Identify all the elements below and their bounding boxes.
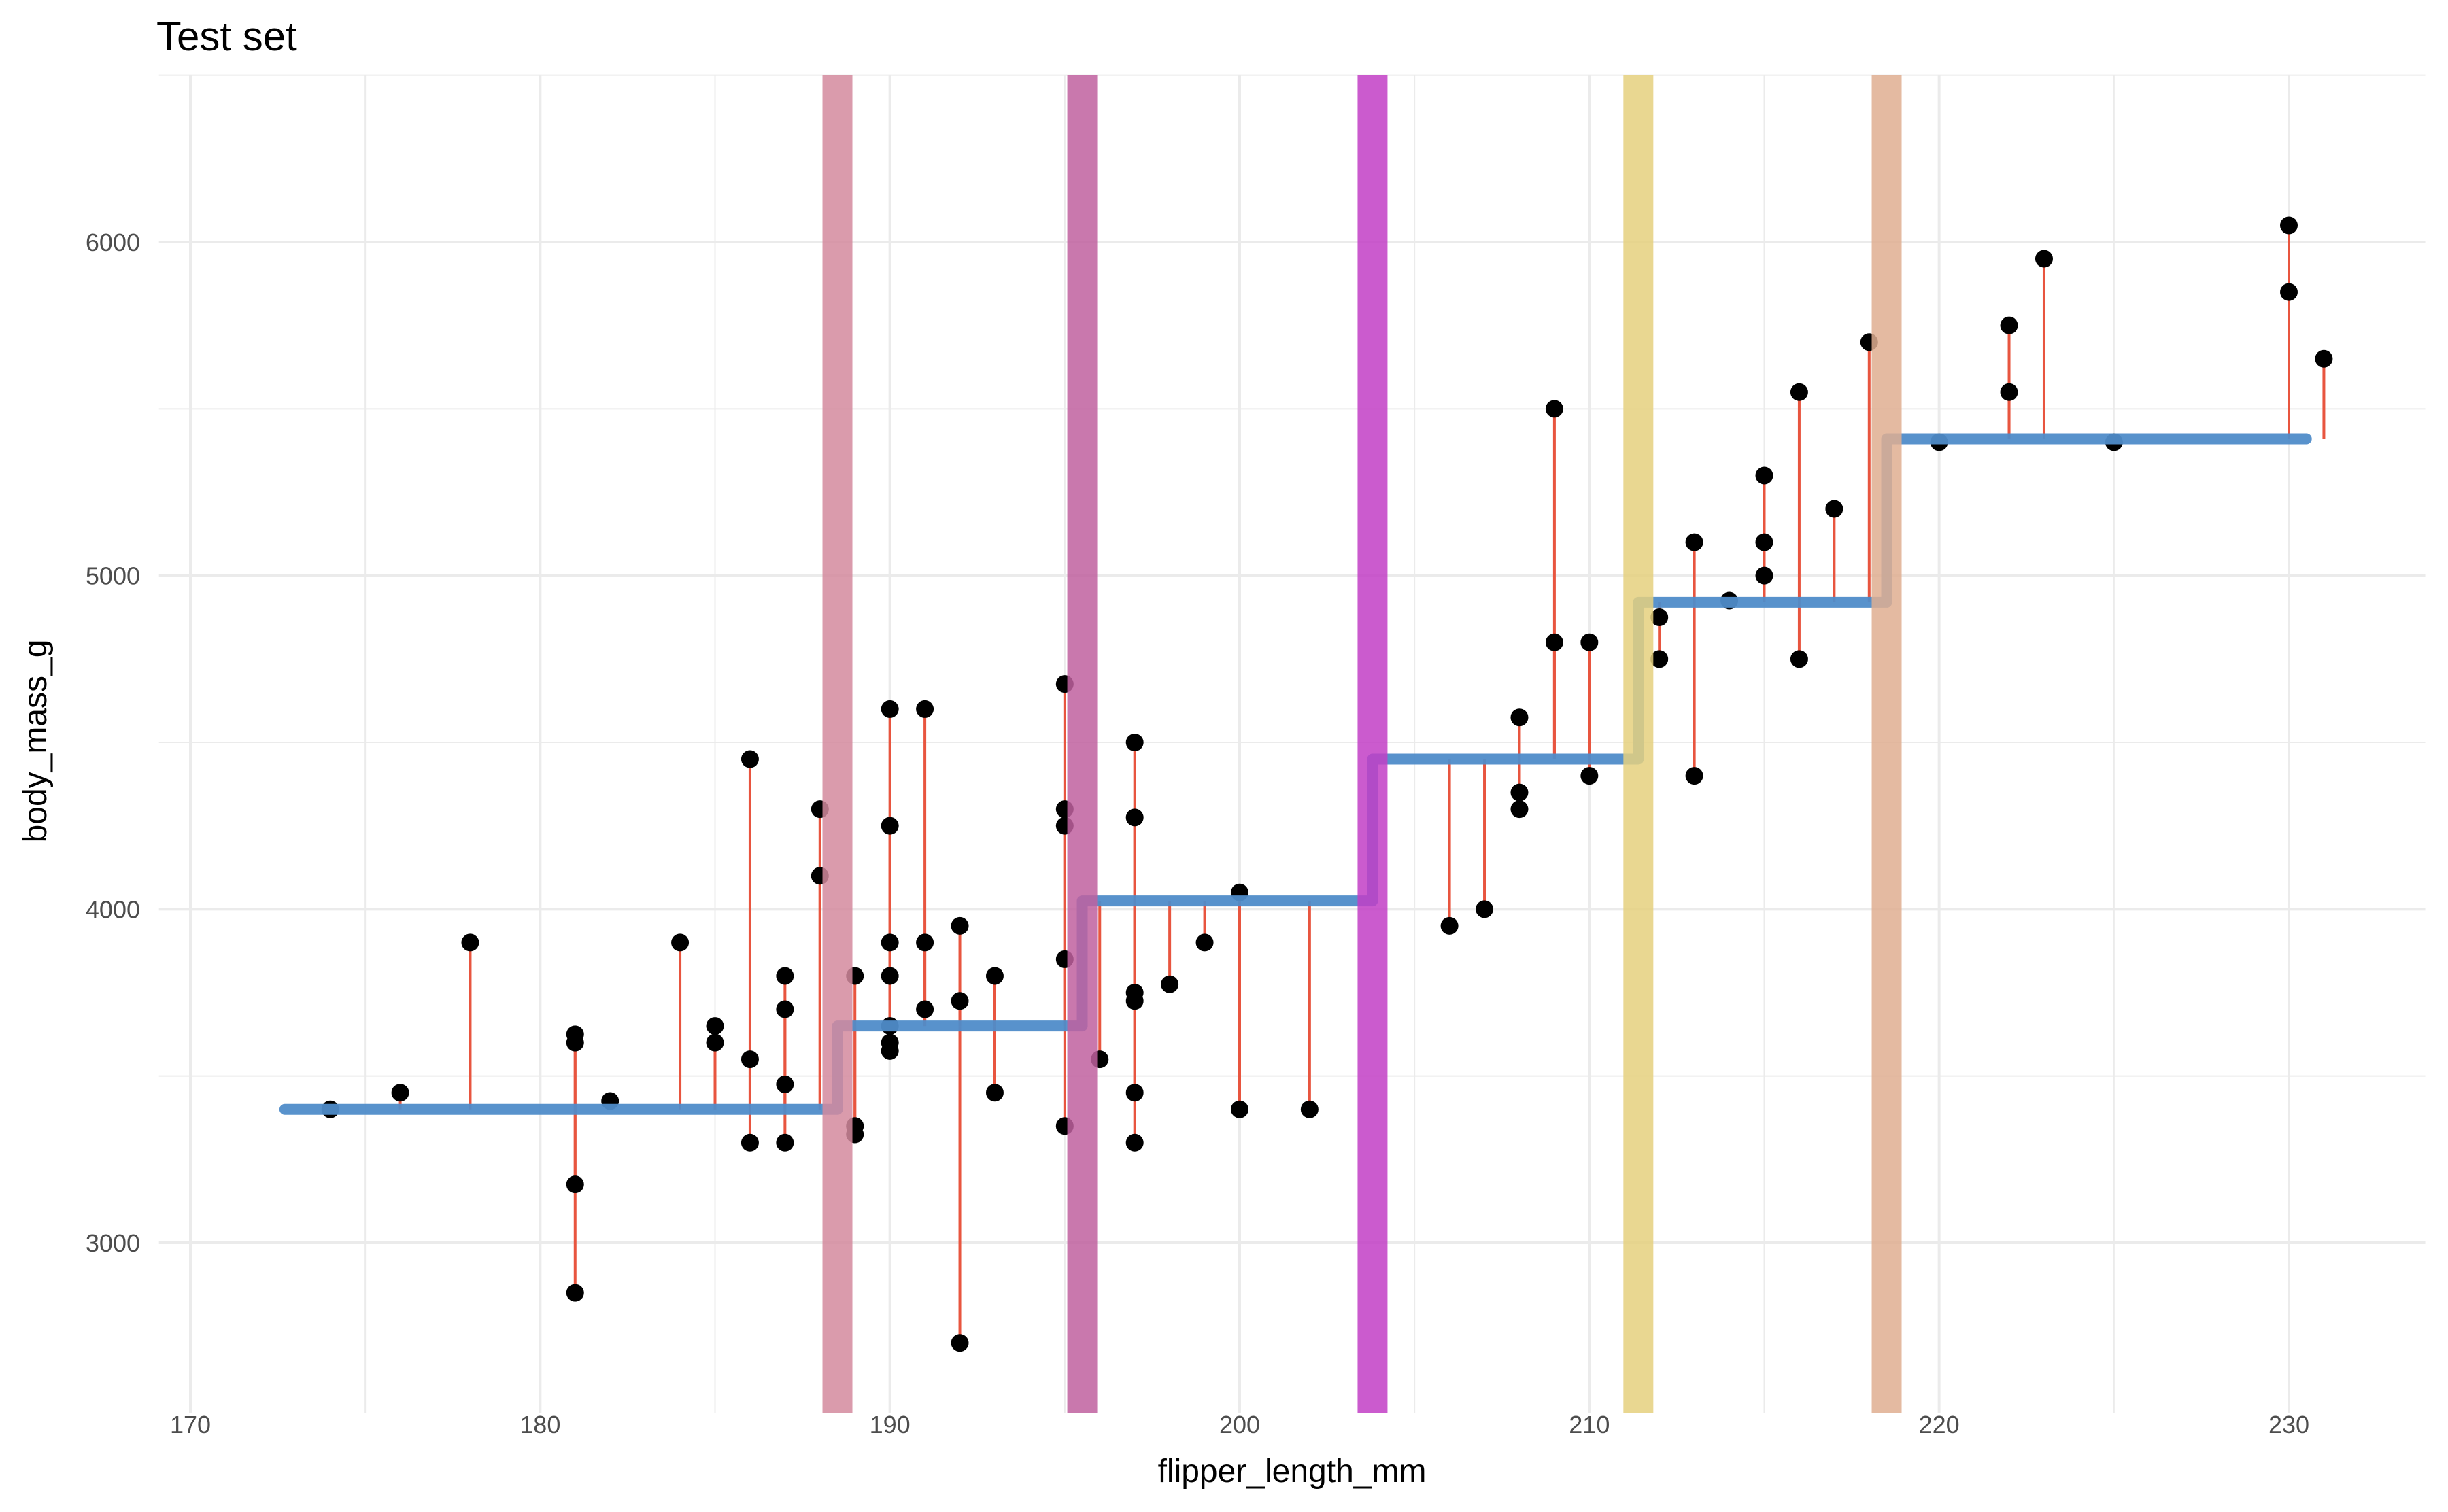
data-point <box>881 967 899 985</box>
data-point <box>1125 1133 1144 1152</box>
data-point <box>881 1042 899 1060</box>
split-band <box>822 75 853 1413</box>
data-point <box>2280 216 2298 235</box>
grid <box>158 74 2426 1413</box>
residual-lines <box>398 225 2326 1343</box>
data-point <box>1125 734 1144 751</box>
split-band <box>1871 75 1902 1413</box>
data-point <box>741 1133 759 1152</box>
data-point <box>1125 992 1144 1010</box>
x-tick-label: 230 <box>2268 1411 2309 1439</box>
data-point <box>671 933 690 952</box>
data-point <box>1195 933 1214 952</box>
x-tick-label: 170 <box>170 1411 211 1439</box>
data-point <box>1510 708 1529 727</box>
chart-title: Test set <box>156 14 297 59</box>
x-tick-label: 220 <box>1919 1411 1960 1439</box>
data-point <box>776 1075 794 1093</box>
data-point <box>1650 650 1669 668</box>
data-point <box>916 700 934 718</box>
data-point <box>461 933 479 952</box>
data-point <box>1300 1100 1319 1118</box>
x-tick-label: 200 <box>1219 1411 1260 1439</box>
data-point <box>2000 383 2018 401</box>
data-point <box>776 967 794 985</box>
data-point <box>1790 383 1808 401</box>
data-point <box>2000 316 2018 334</box>
data-point <box>881 700 899 718</box>
data-point <box>1685 533 1703 551</box>
data-point <box>916 1000 934 1018</box>
data-point <box>2035 250 2053 268</box>
y-tick-label: 5000 <box>86 562 140 590</box>
split-band <box>1357 75 1388 1413</box>
data-point <box>706 1033 724 1052</box>
data-point <box>985 1084 1004 1102</box>
data-point <box>881 817 899 835</box>
data-point <box>566 1284 584 1302</box>
step-fit-line <box>279 433 2312 1115</box>
data-point <box>1440 916 1459 935</box>
data-point <box>741 750 759 768</box>
data-point <box>1545 400 1563 418</box>
x-tick-label: 210 <box>1569 1411 1610 1439</box>
data-point <box>2315 349 2333 368</box>
data-point <box>566 1175 584 1194</box>
data-point <box>391 1084 409 1102</box>
data-point <box>916 933 934 952</box>
data-point <box>951 1334 969 1352</box>
data-point <box>1125 808 1144 827</box>
data-point <box>741 1050 759 1069</box>
x-tick-label: 190 <box>870 1411 911 1439</box>
data-point <box>776 1000 794 1018</box>
data-point <box>1161 975 1179 993</box>
data-point <box>1476 900 1494 918</box>
data-point <box>1755 566 1773 585</box>
data-point <box>1580 633 1599 651</box>
data-point <box>1650 608 1669 626</box>
data-point <box>1231 1100 1248 1118</box>
data-point <box>566 1033 584 1052</box>
data-point <box>1790 650 1808 668</box>
data-point <box>1545 633 1563 651</box>
data-point <box>1510 800 1529 819</box>
y-tick-labels: 3000 4000 5000 6000 <box>86 228 140 1257</box>
data-point <box>951 992 969 1010</box>
data-point <box>706 1017 724 1035</box>
split-band <box>1067 75 1098 1413</box>
data-point <box>985 967 1004 985</box>
data-point <box>881 933 899 952</box>
data-point <box>1125 1084 1144 1102</box>
y-axis-label: body_mass_g <box>18 640 54 843</box>
data-point <box>1755 533 1773 551</box>
y-tick-label: 4000 <box>86 895 140 923</box>
x-tick-label: 180 <box>520 1411 560 1439</box>
data-point <box>1510 783 1529 802</box>
y-tick-label: 6000 <box>86 228 140 256</box>
split-bands <box>822 75 1902 1413</box>
split-band <box>1623 75 1654 1413</box>
data-point <box>776 1133 794 1152</box>
data-points <box>321 216 2333 1352</box>
x-tick-labels: 170 180 190 200 210 220 230 <box>170 1411 2309 1439</box>
data-point <box>1580 767 1599 785</box>
y-tick-label: 3000 <box>86 1229 140 1257</box>
data-point <box>1825 500 1843 518</box>
data-point <box>2280 283 2298 301</box>
data-point <box>951 916 969 935</box>
data-point <box>1755 466 1773 485</box>
data-point <box>1685 767 1703 785</box>
x-axis-label: flipper_length_mm <box>1158 1454 1427 1490</box>
